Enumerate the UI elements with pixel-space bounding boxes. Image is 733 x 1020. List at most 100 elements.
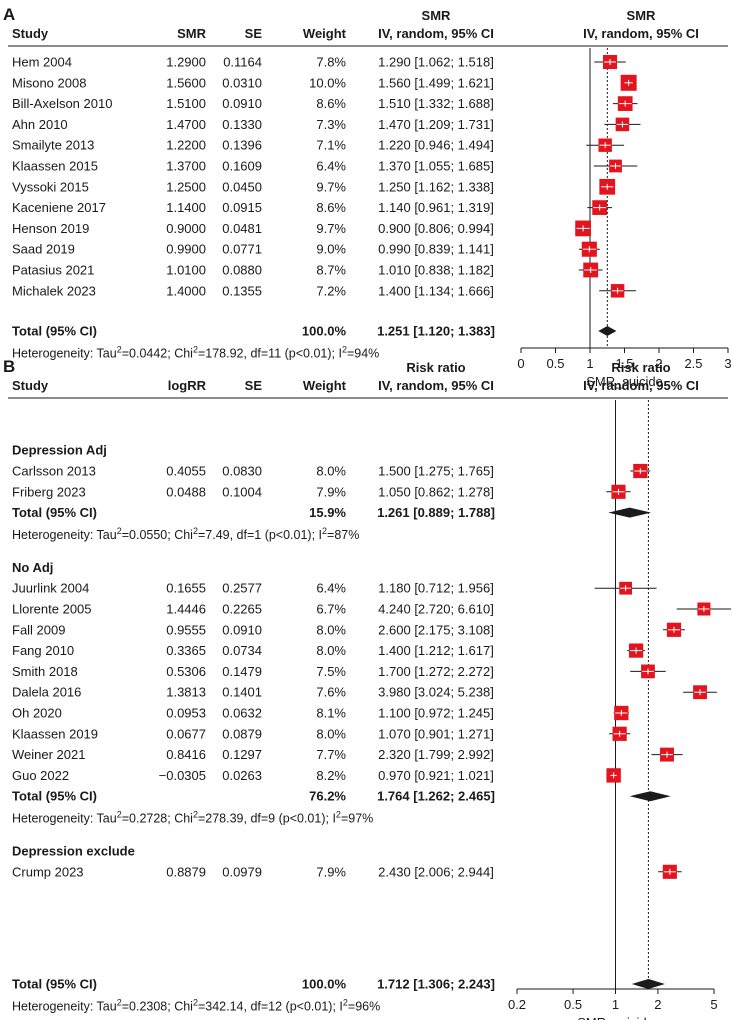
- study-ci: 1.100 [0.972; 1.245]: [378, 706, 494, 721]
- study-name: Misono 2008: [12, 75, 86, 90]
- study-name: Fang 2010: [12, 643, 74, 658]
- subgroup-total-label: Total (95% CI): [12, 505, 97, 520]
- study-se: 0.0910: [222, 96, 262, 111]
- study-se: 0.0915: [222, 200, 262, 215]
- header-weight: Weight: [303, 378, 347, 393]
- study-estimate: 1.3813: [166, 685, 206, 700]
- study-name: Smith 2018: [12, 664, 78, 679]
- overall-total-diamond: [598, 326, 617, 336]
- subgroup-heterogeneity: Heterogeneity: Tau2=0.2728; Chi2=278.39,…: [12, 810, 373, 826]
- study-weight: 8.2%: [316, 768, 346, 783]
- study-estimate: 1.0100: [166, 263, 206, 278]
- study-se: 0.2265: [222, 602, 262, 617]
- study-se: 0.1479: [222, 664, 262, 679]
- study-se: 0.0830: [222, 464, 262, 479]
- study-weight: 8.6%: [316, 96, 346, 111]
- study-name: Vyssoki 2015: [12, 179, 89, 194]
- x-axis-tick-label: 0.2: [508, 997, 526, 1012]
- header-ci-title: Risk ratio: [406, 360, 465, 375]
- study-name: Patasius 2021: [12, 263, 94, 278]
- study-name: Juurlink 2004: [12, 581, 89, 596]
- overall-total-label: Total (95% CI): [12, 324, 97, 339]
- study-weight: 8.0%: [316, 622, 346, 637]
- study-estimate: 0.9555: [166, 622, 206, 637]
- study-estimate: 1.2200: [166, 138, 206, 153]
- subgroup-total-diamond: [629, 791, 671, 802]
- study-se: 0.0879: [222, 726, 262, 741]
- study-name: Oh 2020: [12, 706, 62, 721]
- study-name: Weiner 2021: [12, 747, 85, 762]
- header-plot-subtitle: IV, random, 95% CI: [583, 378, 699, 393]
- study-estimate: 0.4055: [166, 464, 206, 479]
- study-name: Llorente 2005: [12, 602, 92, 617]
- study-ci: 0.990 [0.839; 1.141]: [378, 242, 494, 257]
- study-estimate: 1.1400: [166, 200, 206, 215]
- study-weight: 9.7%: [316, 221, 346, 236]
- overall-total-weight: 100.0%: [302, 324, 347, 339]
- study-name: Smailyte 2013: [12, 138, 94, 153]
- study-estimate: 0.0953: [166, 706, 206, 721]
- x-axis-title: SMR_suicide: [586, 374, 663, 389]
- study-se: 0.1330: [222, 117, 262, 132]
- subgroup-heterogeneity: Heterogeneity: Tau2=0.0550; Chi2=7.49, d…: [12, 526, 359, 542]
- study-se: 0.1401: [222, 685, 262, 700]
- study-name: Fall 2009: [12, 622, 65, 637]
- study-weight: 7.9%: [316, 484, 346, 499]
- header-plot-subtitle: IV, random, 95% CI: [583, 26, 699, 41]
- study-ci: 1.250 [1.162; 1.338]: [378, 179, 494, 194]
- study-ci: 1.070 [0.901; 1.271]: [378, 726, 494, 741]
- study-name: Ahn 2010: [12, 117, 68, 132]
- study-estimate: 0.0677: [166, 726, 206, 741]
- panel-label: B: [3, 357, 15, 376]
- study-se: 0.0910: [222, 622, 262, 637]
- study-estimate: 1.5600: [166, 75, 206, 90]
- study-weight: 8.7%: [316, 263, 346, 278]
- x-axis-title: SMR_suicide: [577, 1015, 654, 1020]
- overall-total-label: Total (95% CI): [12, 977, 97, 992]
- study-se: 0.1396: [222, 138, 262, 153]
- overall-total-weight: 100.0%: [302, 977, 347, 992]
- study-ci: 1.220 [0.946; 1.494]: [378, 138, 494, 153]
- study-se: 0.1004: [222, 484, 262, 499]
- study-ci: 1.010 [0.838; 1.182]: [378, 263, 494, 278]
- x-axis-tick-label: 2: [654, 997, 661, 1012]
- study-estimate: 0.9900: [166, 242, 206, 257]
- study-ci: 1.700 [1.272; 2.272]: [378, 664, 494, 679]
- study-se: 0.2577: [222, 581, 262, 596]
- study-weight: 6.4%: [316, 159, 346, 174]
- x-axis-tick-label: 1.5: [615, 356, 633, 371]
- study-weight: 7.2%: [316, 283, 346, 298]
- study-ci: 2.320 [1.799; 2.992]: [378, 747, 494, 762]
- study-weight: 7.1%: [316, 138, 346, 153]
- study-se: 0.0771: [222, 242, 262, 257]
- study-weight: 10.0%: [309, 75, 346, 90]
- overall-total-ci: 1.251 [1.120; 1.383]: [377, 324, 495, 339]
- study-name: Kaceniene 2017: [12, 200, 106, 215]
- study-weight: 9.0%: [316, 242, 346, 257]
- x-axis-tick-label: 3: [724, 356, 731, 371]
- study-weight: 6.7%: [316, 602, 346, 617]
- study-ci: 1.290 [1.062; 1.518]: [378, 55, 494, 70]
- study-estimate: 0.8416: [166, 747, 206, 762]
- study-ci: 1.180 [0.712; 1.956]: [378, 581, 494, 596]
- study-ci: 0.900 [0.806; 0.994]: [378, 221, 494, 236]
- study-weight: 8.1%: [316, 706, 346, 721]
- header-se: SE: [245, 26, 263, 41]
- study-se: 0.1355: [222, 283, 262, 298]
- x-axis-tick-label: 2.5: [684, 356, 702, 371]
- study-se: 0.0263: [222, 768, 262, 783]
- study-estimate: 1.3700: [166, 159, 206, 174]
- study-estimate: 1.2500: [166, 179, 206, 194]
- study-ci: 1.400 [1.134; 1.666]: [378, 283, 494, 298]
- x-axis-tick-label: 1: [612, 997, 619, 1012]
- study-weight: 7.3%: [316, 117, 346, 132]
- study-weight: 8.0%: [316, 464, 346, 479]
- study-estimate: 1.4700: [166, 117, 206, 132]
- study-name: Crump 2023: [12, 864, 84, 879]
- study-ci: 3.980 [3.024; 5.238]: [378, 685, 494, 700]
- study-estimate: 1.5100: [166, 96, 206, 111]
- subgroup-title: Depression Adj: [12, 443, 107, 458]
- study-weight: 6.4%: [316, 581, 346, 596]
- study-ci: 1.470 [1.209; 1.731]: [378, 117, 494, 132]
- overall-heterogeneity: Heterogeneity: Tau2=0.2308; Chi2=342.14,…: [12, 998, 380, 1014]
